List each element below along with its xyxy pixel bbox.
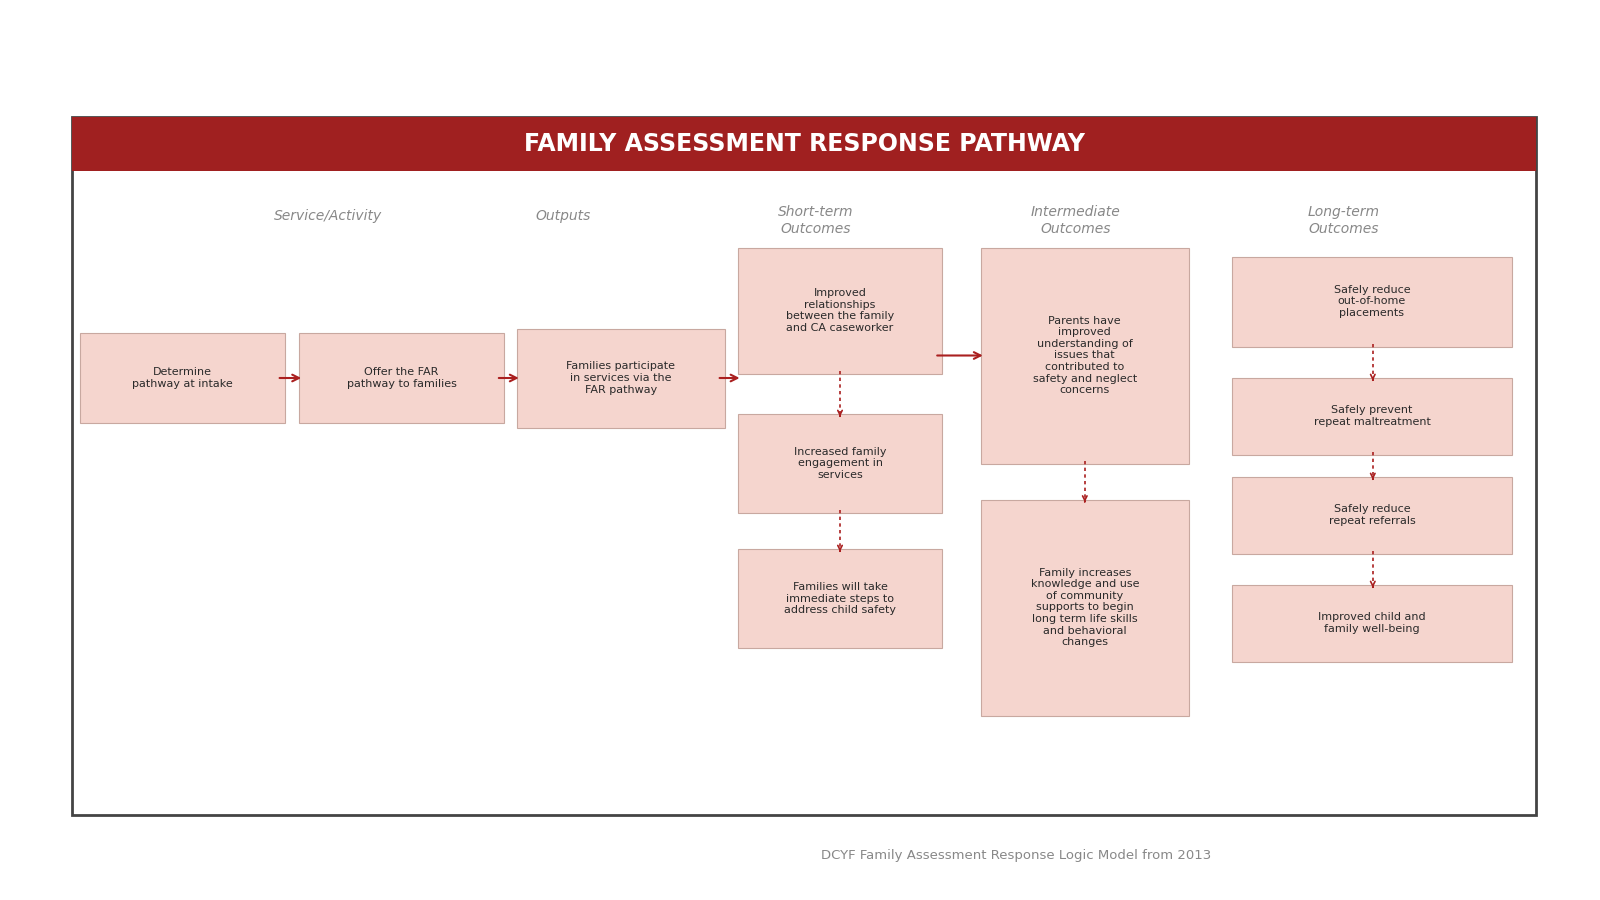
Text: Increased family
engagement in
services: Increased family engagement in services xyxy=(794,447,886,480)
FancyBboxPatch shape xyxy=(1232,585,1512,662)
FancyBboxPatch shape xyxy=(738,414,942,513)
Text: DCYF Family Assessment Response Logic Model from 2013: DCYF Family Assessment Response Logic Mo… xyxy=(821,849,1211,861)
FancyBboxPatch shape xyxy=(738,549,942,648)
Text: Parents have
improved
understanding of
issues that
contributed to
safety and neg: Parents have improved understanding of i… xyxy=(1032,316,1138,395)
Text: Families will take
immediate steps to
address child safety: Families will take immediate steps to ad… xyxy=(784,582,896,615)
Text: Family increases
knowledge and use
of community
supports to begin
long term life: Family increases knowledge and use of co… xyxy=(1030,568,1139,647)
Text: Improved child and
family well-being: Improved child and family well-being xyxy=(1318,612,1426,634)
Text: Outputs: Outputs xyxy=(536,209,590,223)
FancyBboxPatch shape xyxy=(517,328,725,428)
FancyBboxPatch shape xyxy=(981,500,1189,716)
FancyBboxPatch shape xyxy=(80,333,285,423)
Text: Families participate
in services via the
FAR pathway: Families participate in services via the… xyxy=(566,362,675,394)
FancyBboxPatch shape xyxy=(72,117,1536,814)
FancyBboxPatch shape xyxy=(738,248,942,374)
Text: Long-term
Outcomes: Long-term Outcomes xyxy=(1309,205,1379,236)
FancyBboxPatch shape xyxy=(1232,256,1512,346)
Text: Safely reduce
repeat referrals: Safely reduce repeat referrals xyxy=(1328,504,1416,526)
Text: Safely prevent
repeat maltreatment: Safely prevent repeat maltreatment xyxy=(1314,405,1430,428)
Text: Improved
relationships
between the family
and CA caseworker: Improved relationships between the famil… xyxy=(786,288,894,333)
Text: Offer the FAR
pathway to families: Offer the FAR pathway to families xyxy=(347,367,456,389)
FancyBboxPatch shape xyxy=(981,248,1189,464)
Text: Service/Activity: Service/Activity xyxy=(274,209,382,223)
Text: Short-term
Outcomes: Short-term Outcomes xyxy=(778,205,854,236)
FancyBboxPatch shape xyxy=(1232,378,1512,454)
Text: Determine
pathway at intake: Determine pathway at intake xyxy=(133,367,232,389)
FancyBboxPatch shape xyxy=(299,333,504,423)
Text: Intermediate
Outcomes: Intermediate Outcomes xyxy=(1030,205,1120,236)
FancyBboxPatch shape xyxy=(1232,477,1512,554)
Text: Safely reduce
out-of-home
placements: Safely reduce out-of-home placements xyxy=(1334,285,1410,318)
Text: FAMILY ASSESSMENT RESPONSE PATHWAY: FAMILY ASSESSMENT RESPONSE PATHWAY xyxy=(523,132,1085,156)
FancyBboxPatch shape xyxy=(72,117,1536,171)
